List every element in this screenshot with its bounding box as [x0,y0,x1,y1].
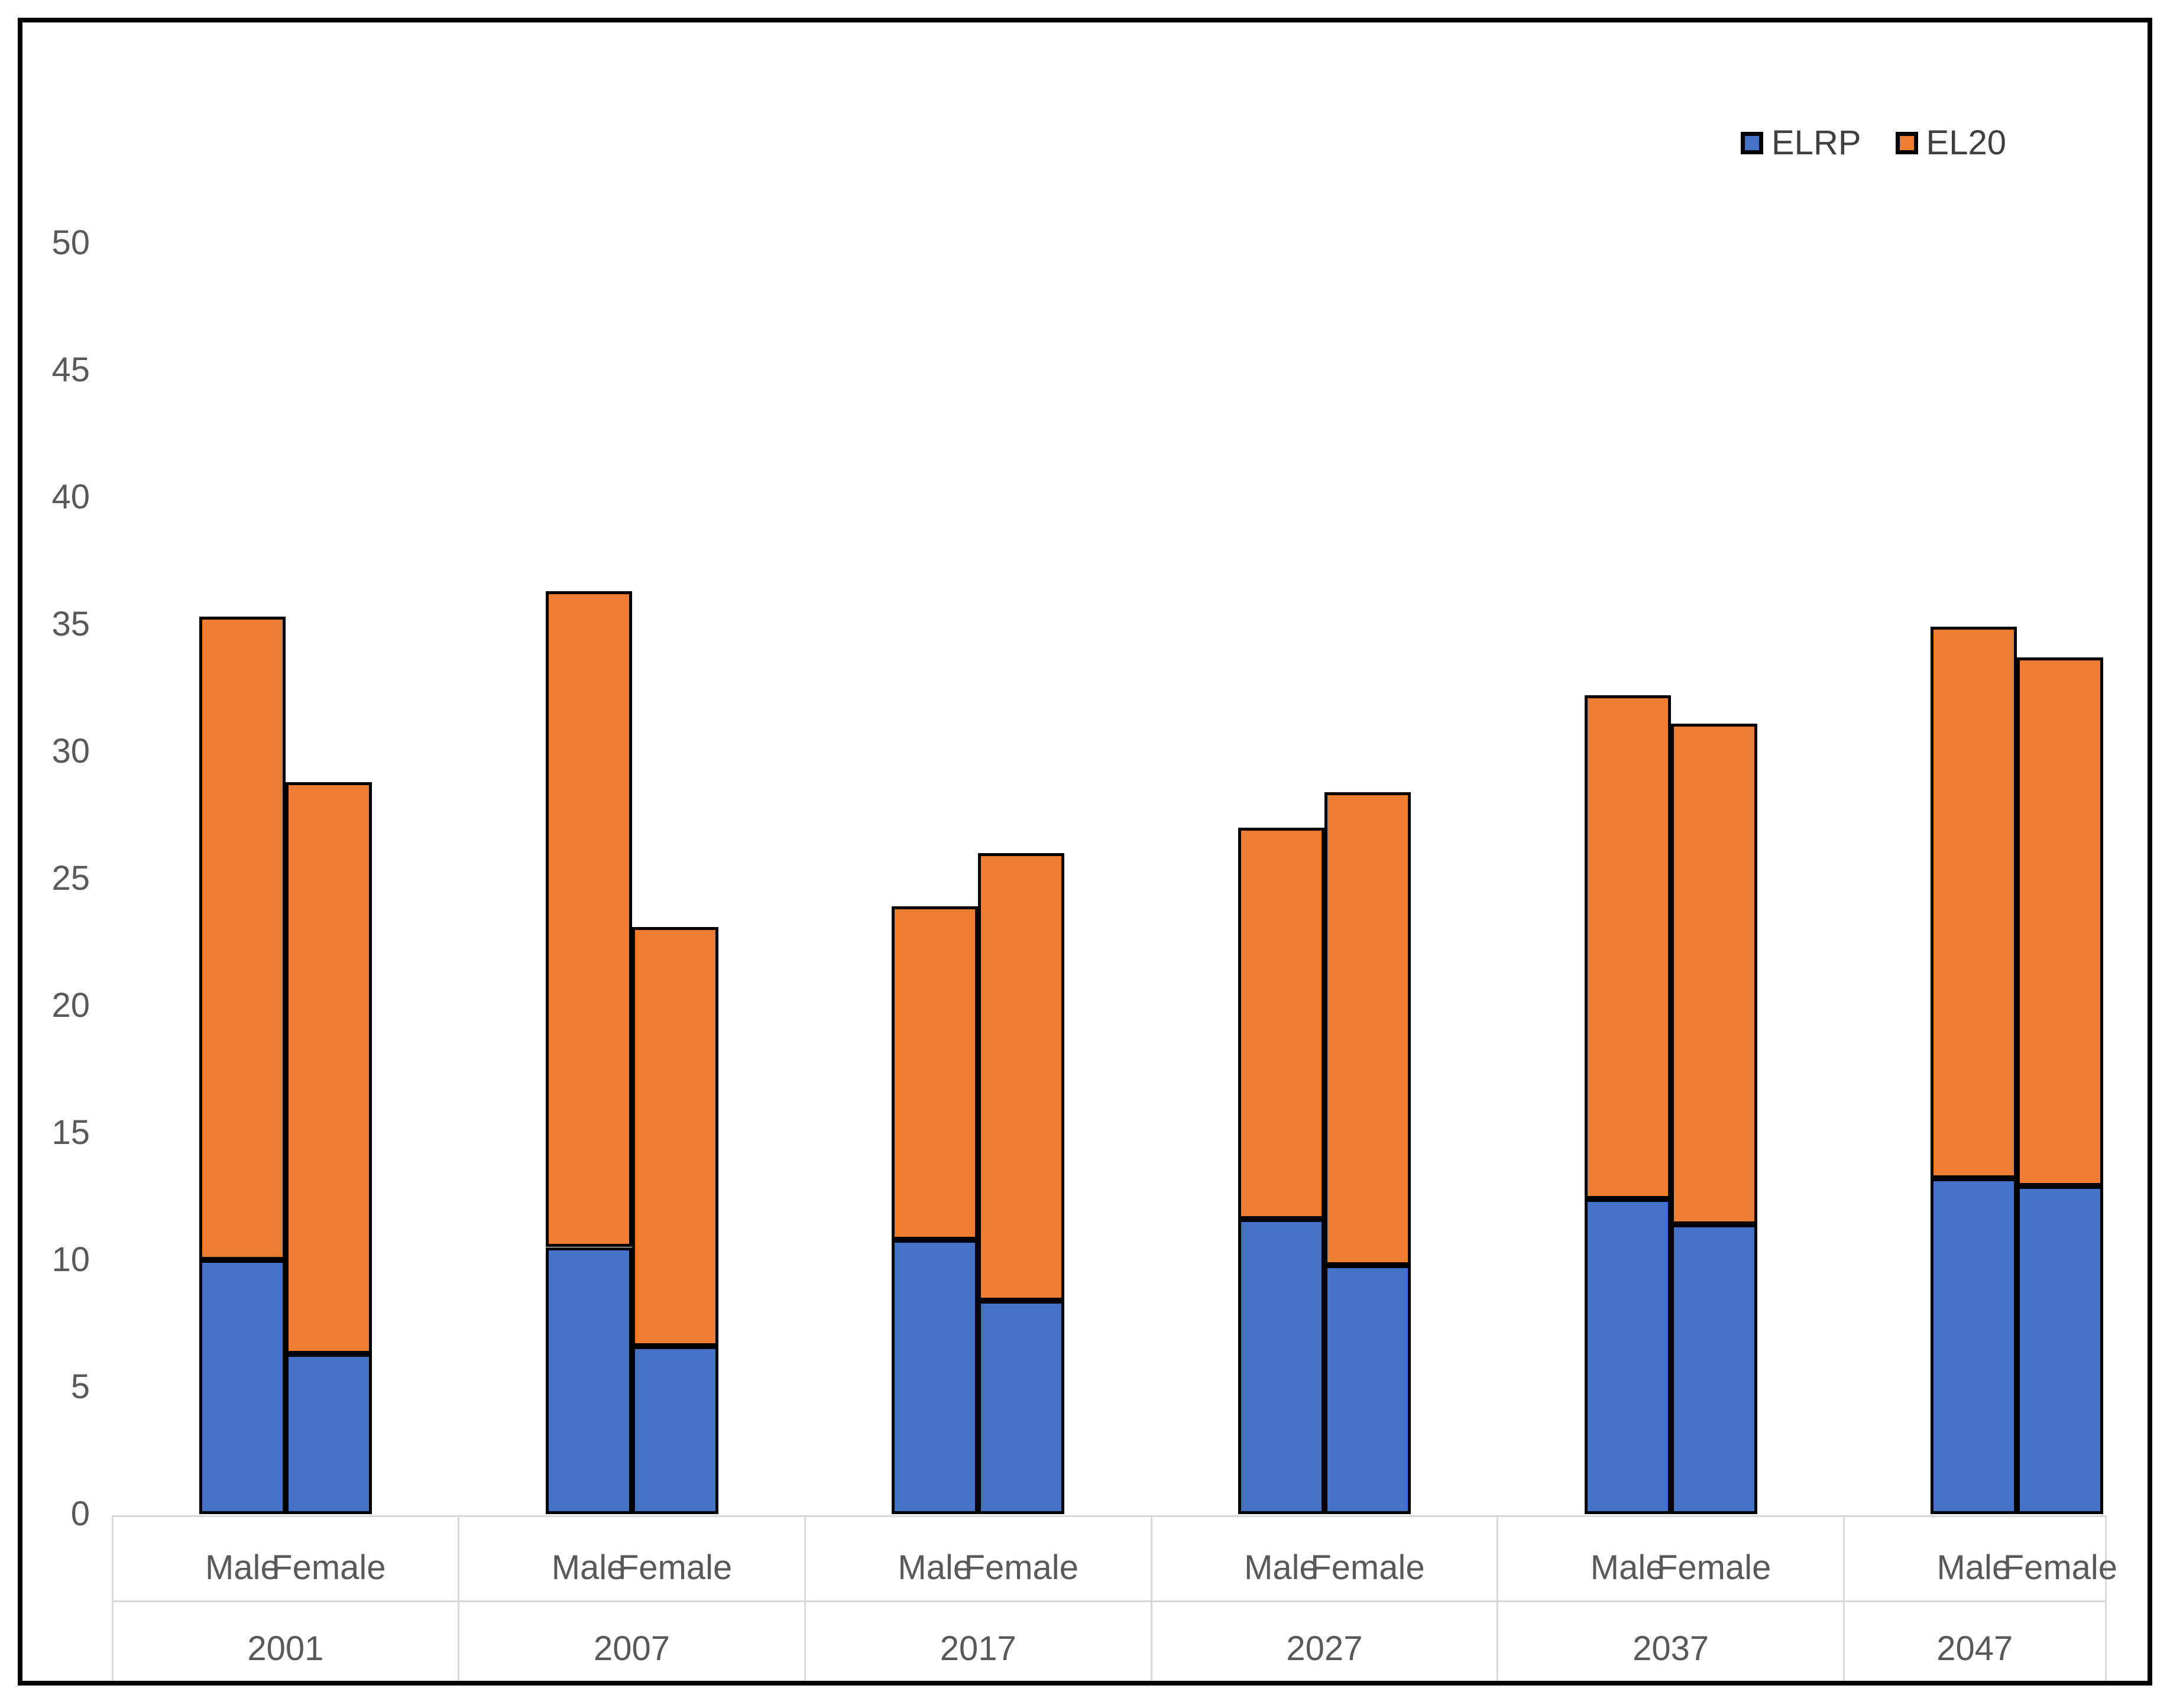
bar-elrp-segment-2027-male [1238,1219,1324,1514]
y-axis-tick-label: 50 [51,223,90,262]
y-axis-tick-label: 35 [51,605,90,643]
bar-el20-segment-2001-male [199,617,286,1260]
bar-el20-segment-2037-female [1670,723,1757,1224]
legend-label-el20: EL20 [1926,124,2006,162]
legend-swatch-elrp-icon [1741,132,1763,154]
legend-item-elrp: ELRP [1741,126,1861,160]
year-label-2017: 2017 [940,1629,1016,1668]
bar-el20-segment-2047-male [1931,627,2017,1179]
y-axis-tick-label: 30 [51,732,90,770]
chart-outer-border [18,18,2152,1686]
band-group-divider [1843,1515,1845,1681]
bar-el20-segment-2017-female [978,853,1065,1301]
band-group-divider [1150,1515,1152,1681]
bar-elrp-segment-2001-female [285,1354,372,1514]
y-axis-tick-label: 15 [51,1113,90,1152]
band-group-divider [1497,1515,1499,1681]
bar-elrp-segment-2001-male [199,1260,286,1514]
band-group-divider [2104,1515,2107,1681]
bar-elrp-segment-2017-male [892,1239,979,1514]
band-row-divider-line [112,1600,2106,1602]
y-axis-tick-label: 0 [70,1495,90,1533]
y-axis-tick-label: 45 [51,351,90,389]
category-female-label-2027: Female [1310,1548,1425,1587]
category-male-label-2027: Male [1244,1548,1319,1587]
band-group-divider [804,1515,806,1681]
bar-elrp-segment-2047-male [1931,1178,2017,1514]
category-female-label-2017: Female [964,1548,1078,1587]
year-label-2027: 2027 [1286,1629,1363,1668]
bar-el20-segment-2027-male [1238,828,1324,1220]
category-male-label-2007: Male [551,1548,626,1587]
y-axis-tick-label: 20 [51,986,90,1025]
bar-elrp-segment-2027-female [1324,1265,1411,1514]
category-male-label-2001: Male [205,1548,280,1587]
year-label-2047: 2047 [1936,1629,2013,1668]
category-male-label-2037: Male [1590,1548,1665,1587]
category-male-label-2047: Male [1936,1548,2012,1587]
bar-el20-segment-2027-female [1324,792,1411,1265]
bar-elrp-segment-2007-male [545,1247,632,1514]
bar-el20-segment-2017-male [892,906,979,1240]
bar-elrp-segment-2017-female [978,1300,1065,1514]
chart-legend: ELRP EL20 [1741,126,2006,160]
legend-label-elrp: ELRP [1771,124,1861,162]
y-axis-tick-label: 5 [70,1367,90,1406]
band-top-line [112,1515,2106,1517]
year-label-2007: 2007 [594,1629,671,1668]
category-female-label-2007: Female [617,1548,733,1587]
bar-elrp-segment-2047-female [2017,1186,2104,1514]
y-axis-tick-label: 10 [51,1240,90,1279]
category-male-label-2017: Male [898,1548,973,1587]
bar-el20-segment-2007-female [631,926,718,1347]
bar-elrp-segment-2007-female [631,1346,718,1514]
category-female-label-2047: Female [2003,1548,2118,1587]
legend-swatch-el20-icon [1895,132,1918,154]
y-axis-tick-label: 40 [51,478,90,516]
year-label-2037: 2037 [1633,1629,1709,1668]
bar-elrp-segment-2037-male [1584,1198,1671,1514]
category-female-label-2037: Female [1656,1548,1771,1587]
y-axis-tick-label: 25 [51,859,90,897]
bar-el20-segment-2037-male [1584,695,1671,1199]
year-label-2001: 2001 [247,1629,324,1668]
category-female-label-2001: Female [271,1548,386,1587]
bar-el20-segment-2047-female [2017,657,2104,1187]
bar-el20-segment-2001-female [285,782,372,1354]
bar-el20-segment-2007-male [545,591,632,1247]
band-group-divider [458,1515,460,1681]
legend-item-el20: EL20 [1895,124,2006,162]
bar-elrp-segment-2037-female [1670,1224,1757,1514]
band-group-divider [111,1515,114,1681]
